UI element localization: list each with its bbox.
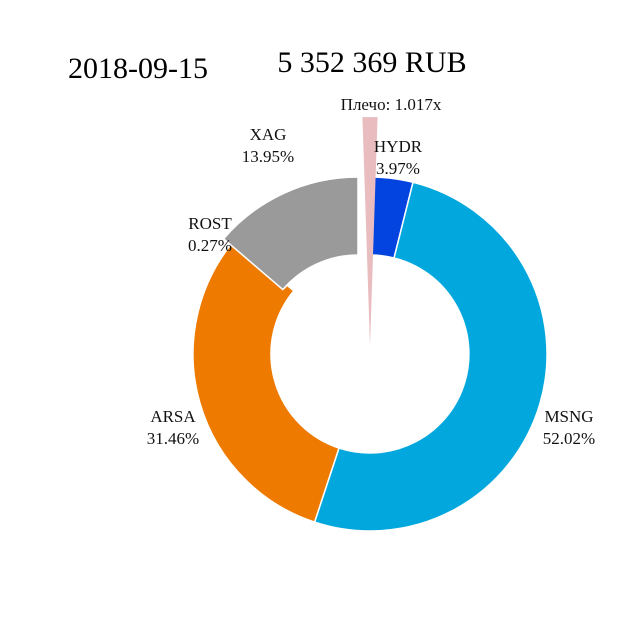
slice-percent-xag: 13.95% bbox=[242, 147, 294, 166]
slice-percent-rost: 0.27% bbox=[188, 236, 232, 255]
portfolio-total: 5 352 369 RUB bbox=[277, 46, 466, 79]
slice-msng bbox=[313, 181, 548, 532]
slice-percent-msng: 52.02% bbox=[543, 429, 595, 448]
leverage-indicator: Плечо: 1.017x bbox=[341, 95, 442, 347]
leverage-wedge bbox=[362, 117, 378, 347]
slice-labels: HYDR 3.97% MSNG 52.02% ARSA 31.46% ROST 0.27% XA… bbox=[147, 125, 595, 448]
slice-label-rost: ROST bbox=[188, 214, 232, 233]
slice-label-arsa: ARSA bbox=[150, 407, 196, 426]
slice-percent-arsa: 31.46% bbox=[147, 429, 199, 448]
slice-label-msng: MSNG bbox=[544, 407, 593, 426]
slice-arsa bbox=[192, 240, 340, 524]
leverage-label: Плечо: 1.017x bbox=[341, 95, 442, 114]
slice-label-xag: XAG bbox=[250, 125, 287, 144]
slice-label-hydr: HYDR bbox=[374, 137, 423, 156]
slice-xag bbox=[222, 176, 359, 291]
slice-percent-hydr: 3.97% bbox=[376, 159, 420, 178]
report-date: 2018-09-15 bbox=[68, 52, 208, 85]
donut-slices bbox=[192, 176, 548, 532]
